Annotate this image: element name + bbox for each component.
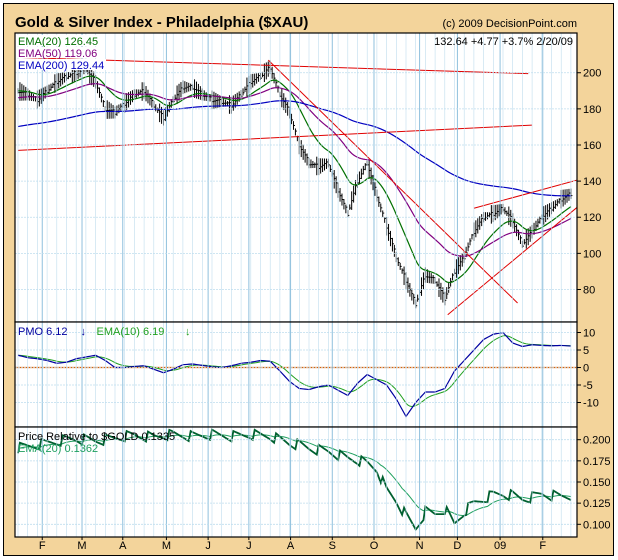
x-tick-label: F <box>39 540 46 552</box>
legend-ema50: EMA(50) 119.06 <box>18 48 97 60</box>
x-tick-label: 09 <box>494 540 506 552</box>
y-tick-label-price: 80 <box>583 284 595 296</box>
y-tick-label-relative: 0.150 <box>583 477 611 489</box>
y-tick-label-price: 100 <box>583 248 601 260</box>
legend-ema20: EMA(20) 126.45 <box>18 36 98 48</box>
y-tick-label-relative: 0.200 <box>583 435 611 447</box>
y-tick-label-pmo: 5 <box>583 345 589 357</box>
x-tick-label: O <box>370 540 379 552</box>
copyright: (c) 2009 DecisionPoint.com <box>442 18 577 30</box>
panel-relative <box>17 428 572 532</box>
arrow-down-icon: ↓ <box>185 326 191 338</box>
legend-pmo_ema: EMA(10) 6.19 <box>97 326 165 338</box>
legend-rel_ema: EMA(20) 0.1362 <box>18 443 98 455</box>
rel-line <box>17 428 572 532</box>
y-tick-label-relative: 0.125 <box>583 498 611 510</box>
chart-title: Gold & Silver Index - Philadelphia ($XAU… <box>15 14 308 31</box>
x-tick-label: F <box>539 540 546 552</box>
y-tick-label-price: 120 <box>583 212 601 224</box>
x-tick-label: J <box>205 540 211 552</box>
legend-bg <box>16 47 100 58</box>
legend-ema200: EMA(200) 129.44 <box>18 60 104 72</box>
legend-pmo: PMO 6.12 <box>18 326 68 338</box>
y-tick-label-price: 160 <box>583 140 601 152</box>
legend-bg <box>16 59 106 70</box>
ema50-line <box>17 83 572 257</box>
y-tick-label-price: 180 <box>583 104 601 116</box>
trendline <box>17 124 533 151</box>
y-tick-label-pmo: 10 <box>583 328 595 340</box>
y-tick-label-price: 140 <box>583 176 601 188</box>
arrow-down-icon: ↓ <box>81 326 87 338</box>
trendline <box>473 179 577 209</box>
y-tick-label-pmo: 0 <box>583 363 589 375</box>
y-tick-label-pmo: -10 <box>583 398 599 410</box>
panel-border <box>14 426 578 538</box>
x-tick-label: M <box>162 540 171 552</box>
last-quote: 132.64 +4.77 +3.7% 2/20/09 <box>434 36 573 48</box>
y-tick-label-price: 200 <box>583 68 601 80</box>
x-tick-label: S <box>329 540 336 552</box>
x-tick-label: A <box>119 540 127 552</box>
y-tick-label-pmo: -5 <box>583 380 593 392</box>
legend-bg <box>16 35 100 46</box>
legend-rel: Price Relative to $GOLD 0.1335 <box>18 431 175 443</box>
ema200-line <box>17 100 571 197</box>
y-tick-label-relative: 0.100 <box>583 519 611 531</box>
rel-ema-line <box>17 434 571 517</box>
y-tick-label-relative: 0.175 <box>583 456 611 468</box>
x-tick-label: A <box>287 540 295 552</box>
pmo-ema-line <box>17 335 571 408</box>
x-tick-label: D <box>453 540 461 552</box>
x-tick-label: N <box>416 540 424 552</box>
x-tick-label: J <box>246 540 252 552</box>
x-tick-label: M <box>77 540 86 552</box>
trendline <box>447 206 577 316</box>
trendline <box>267 59 518 304</box>
